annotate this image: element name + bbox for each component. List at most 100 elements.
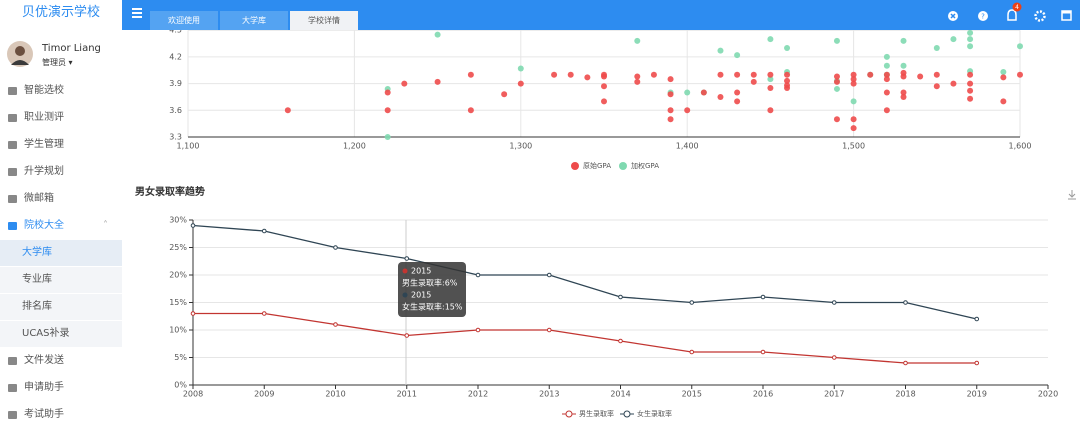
tooltip-dot	[402, 268, 408, 274]
menu-item[interactable]: 升学规划	[0, 159, 122, 185]
legend-label: 原始GPA	[583, 161, 611, 170]
menu-item[interactable]: UCAS补录	[0, 321, 122, 347]
point	[883, 62, 890, 69]
point	[700, 89, 707, 96]
point	[667, 91, 674, 98]
point	[546, 327, 552, 333]
menu-label: 院校大全	[24, 220, 64, 231]
menu-label: 文件发送	[24, 355, 64, 366]
help-icon[interactable]: ?	[978, 11, 988, 21]
point	[717, 47, 724, 54]
tab[interactable]: 大学库	[220, 11, 288, 30]
menu-item[interactable]: 申请助手	[0, 375, 122, 401]
logo: 贝优演示学校	[21, 5, 100, 20]
point	[689, 300, 695, 305]
menu-label: 大学库	[22, 247, 52, 258]
point	[667, 76, 674, 83]
tooltip-bg	[398, 262, 466, 317]
point	[833, 85, 840, 92]
x-tick-label: 2018	[895, 390, 915, 399]
menu-item[interactable]: 职业测评	[0, 105, 122, 131]
legend-swatch	[619, 162, 627, 170]
point	[831, 355, 837, 360]
point	[760, 349, 766, 355]
y-tick-label: 20%	[169, 271, 187, 280]
menu-item[interactable]: 学生管理	[0, 132, 122, 158]
x-tick-label: 2013	[539, 390, 559, 399]
x-tick-label: 2010	[325, 390, 345, 399]
x-tick-label: 1,200	[343, 142, 366, 151]
menu-item[interactable]: 排名库	[0, 294, 122, 320]
x-tick-label: 1,100	[177, 142, 200, 151]
point	[933, 83, 940, 90]
point	[883, 107, 890, 114]
point	[900, 62, 907, 69]
menu-label: 申请助手	[24, 382, 64, 393]
x-tick-label: 2015	[682, 390, 702, 399]
menu-item[interactable]: 专业库	[0, 267, 122, 293]
menu-item[interactable]: 大学库	[0, 240, 122, 266]
point	[546, 272, 552, 278]
point	[261, 311, 267, 316]
tab[interactable]: 学校详情	[290, 11, 358, 30]
menu-item[interactable]: 院校大全 ˄	[0, 213, 122, 239]
x-tick-label: 1,300	[509, 142, 532, 151]
legend-label: 加权GPA	[631, 161, 659, 170]
calendar-icon[interactable]	[1061, 10, 1072, 21]
close-icon[interactable]	[948, 11, 958, 21]
point	[760, 294, 766, 300]
menu-icon	[8, 114, 17, 122]
point	[850, 80, 857, 87]
point	[1000, 98, 1007, 105]
x-tick-label: 2009	[254, 390, 274, 399]
menu-label: 升学规划	[24, 166, 64, 177]
menu-label: 学生管理	[24, 139, 64, 150]
point	[967, 71, 974, 78]
y-tick-label: 4.5	[169, 26, 182, 35]
menu-icon	[8, 141, 17, 149]
chart-title: 男女录取率趋势	[135, 185, 205, 198]
tooltip-text: 男生录取率:6%	[402, 278, 458, 288]
point	[750, 78, 757, 85]
point	[618, 338, 623, 344]
menu-label: 专业库	[22, 274, 52, 285]
content: 3.3 3.6 3.9 4.2 4.5 1,100 1,200 1,300 1,400 1,500…	[122, 0, 1080, 423]
point	[717, 71, 724, 78]
point	[784, 77, 791, 84]
x-tick-label: 1,400	[676, 142, 699, 151]
menu-item[interactable]: 文件发送	[0, 348, 122, 374]
point	[967, 87, 974, 94]
tooltip-text: 2015	[411, 267, 431, 276]
point	[434, 78, 441, 85]
point	[784, 45, 791, 51]
menu-item[interactable]: 微邮箱	[0, 186, 122, 212]
point	[401, 80, 408, 87]
point	[384, 134, 391, 140]
point	[883, 71, 890, 78]
menu-toggle[interactable]	[132, 8, 144, 18]
menu-item[interactable]: 智能选校	[0, 78, 122, 104]
x-tick-label: 2012	[468, 390, 488, 399]
x-tick-label: 2020	[1038, 390, 1058, 399]
point	[601, 73, 607, 80]
point	[667, 107, 674, 114]
point	[967, 36, 974, 43]
menu-item[interactable]: 考试助手	[0, 402, 122, 428]
settings-icon[interactable]	[1034, 10, 1046, 22]
tab[interactable]: 欢迎使用	[150, 11, 218, 30]
y-tick-label: 0%	[174, 381, 187, 390]
y-tick-label: 3.3	[169, 133, 182, 142]
point	[850, 116, 857, 123]
user-role[interactable]: 管理员 ▾	[42, 58, 73, 67]
point	[634, 37, 641, 44]
point	[734, 98, 741, 105]
point	[384, 89, 391, 96]
tooltip-dot	[402, 292, 408, 298]
y-tick-label: 25%	[169, 243, 187, 252]
bell-icon[interactable]: 4	[1007, 2, 1022, 21]
point	[883, 53, 890, 60]
y-tick-label: 4.2	[169, 52, 182, 61]
point	[734, 71, 741, 78]
x-tick-label: 2011	[397, 390, 417, 399]
point	[689, 349, 695, 355]
